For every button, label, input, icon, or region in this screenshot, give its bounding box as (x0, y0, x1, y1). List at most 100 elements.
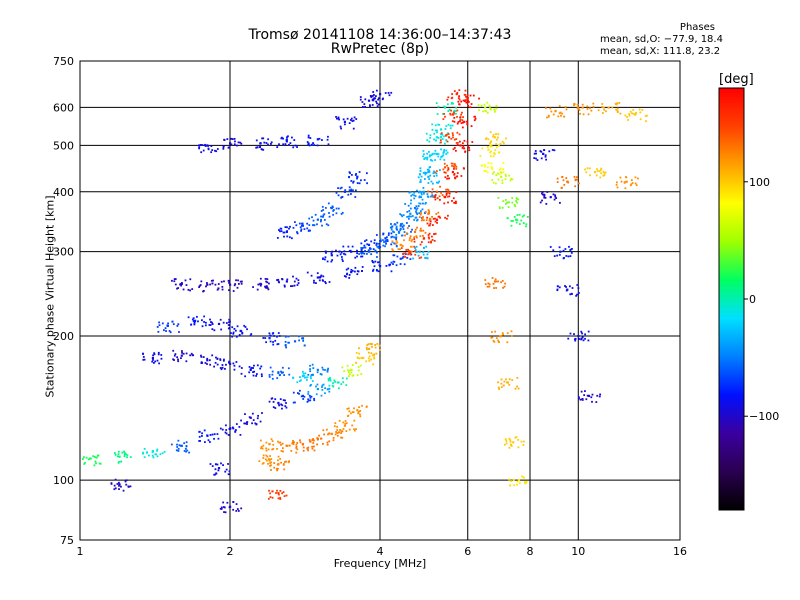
series-10 (276, 171, 368, 240)
point-7-5 (447, 136, 451, 139)
point-scatter-10-5 (348, 171, 368, 185)
point-6-5 (427, 175, 430, 178)
point-scatter-15-2 (219, 500, 243, 514)
point-scatter-8-6 (453, 115, 477, 129)
point-scatter-3-0 (156, 320, 180, 334)
point-scatter-13-1 (539, 191, 561, 205)
point-5-6 (422, 190, 426, 193)
point-scatter-0-8 (292, 389, 316, 404)
series-2 (142, 349, 330, 384)
point-scatter-5-0 (322, 249, 344, 263)
point-scatter-6-1 (376, 235, 398, 248)
point-scatter-10-3 (320, 202, 344, 216)
point-scatter-12-3 (497, 376, 520, 390)
point-scatter-14-6 (624, 108, 648, 123)
point-10-1 (301, 224, 305, 227)
point-scatter-10-1 (292, 221, 315, 233)
point-scatter-2-7 (307, 363, 330, 376)
phase-stats-o: mean, sd,O: −77.9, 18.4 (600, 34, 723, 45)
point-scatter-1-6 (346, 404, 368, 418)
point-scatter-0-4 (198, 429, 220, 444)
point-0-3 (180, 444, 183, 447)
point-scatter-4-6 (343, 266, 364, 279)
point-7-1 (413, 230, 417, 233)
point-0-1 (118, 455, 121, 458)
point-9-4 (316, 138, 319, 141)
point-scatter-6-0 (358, 246, 380, 258)
point-scatter-12-0 (477, 101, 498, 114)
point-4-1 (206, 283, 209, 286)
point-scatter-11-3 (491, 171, 514, 185)
point-8-4 (451, 170, 455, 174)
point-scatter-4-7 (371, 260, 393, 273)
point-scatter-14-1 (556, 175, 580, 189)
point-4-6 (350, 270, 353, 274)
point-scatter-14-0 (544, 105, 568, 119)
point-scatter-13-2 (549, 245, 573, 260)
point-scatter-5-8 (422, 148, 446, 162)
point-4-8 (399, 257, 402, 260)
point-13-3 (566, 288, 569, 291)
point-9-5 (343, 120, 347, 123)
series-9 (198, 89, 393, 154)
colorbar-unit: [deg] (719, 72, 754, 87)
point-scatter-2-3 (219, 358, 243, 371)
point-14-4 (607, 106, 610, 109)
point-scatter-11-0 (479, 144, 501, 158)
point-10-5 (356, 175, 359, 178)
point-0-0 (89, 457, 92, 460)
point-4-4 (285, 280, 288, 283)
point-scatter-3-3 (230, 324, 253, 338)
point-7-4 (443, 166, 447, 169)
point-scatter-10-2 (308, 213, 331, 227)
y-tick-1: 100 (53, 474, 74, 487)
chart-title-line1: Tromsø 20141108 14:36:00–14:37:43 (248, 27, 512, 43)
x-tick-2: 4 (377, 545, 384, 558)
point-scatter-3-4 (262, 332, 281, 346)
point-2-2 (206, 359, 209, 362)
point-scatter-12-2 (490, 330, 513, 344)
y-tick-6: 600 (53, 101, 74, 114)
y-tick-0: 75 (60, 534, 74, 547)
series-14 (544, 102, 648, 190)
point-scatter-15-3 (267, 489, 288, 500)
point-scatter-1-5 (333, 419, 357, 433)
point-scatter-2-4 (240, 364, 263, 378)
series-13 (533, 149, 602, 403)
point-9-7 (379, 92, 382, 96)
point-scatter-0-0 (82, 454, 102, 467)
colorbar-tick-0: 100 (749, 176, 770, 189)
x-tick-3: 6 (464, 545, 471, 558)
point-scatter-0-1 (113, 450, 132, 464)
point-0-13 (367, 347, 371, 351)
point-5-1 (350, 250, 353, 253)
point-14-5 (625, 180, 628, 183)
point-scatter-0-5 (219, 423, 242, 436)
point-7-7 (455, 92, 458, 96)
point-scatter-2-5 (268, 366, 291, 380)
axis-ticks: 1 2 4 6 8 10 16 75 100 200 300 400 500 600 750 (53, 55, 687, 558)
point-scatter-2-0 (142, 351, 163, 365)
point-scatter-9-3 (276, 135, 298, 149)
series-3 (156, 315, 306, 349)
y-tick-5: 500 (53, 139, 74, 152)
point-scatter-13-3 (556, 284, 580, 297)
phase-stats: Phases mean, sd,O: −77.9, 18.4 mean, sd,… (600, 22, 723, 58)
grid-lines (80, 61, 680, 540)
point-scatter-14-4 (597, 102, 622, 115)
point-scatter-14-3 (584, 167, 607, 179)
series-15 (110, 454, 291, 514)
point-scatter-4-5 (306, 271, 331, 285)
point-scatter-3-1 (187, 315, 207, 328)
point-1-5 (343, 424, 347, 427)
chart-title-line2: RwPretec (8p) (330, 41, 430, 57)
data-points (82, 89, 648, 514)
point-6-7 (439, 128, 443, 131)
point-11-5 (515, 218, 518, 221)
x-axis-label: Frequency [MHz] (333, 557, 427, 570)
series-1 (260, 404, 368, 454)
point-scatter-6-5 (418, 172, 440, 185)
y-tick-2: 200 (53, 330, 74, 343)
point-scatter-12-5 (508, 475, 528, 487)
point-15-5 (118, 483, 121, 486)
